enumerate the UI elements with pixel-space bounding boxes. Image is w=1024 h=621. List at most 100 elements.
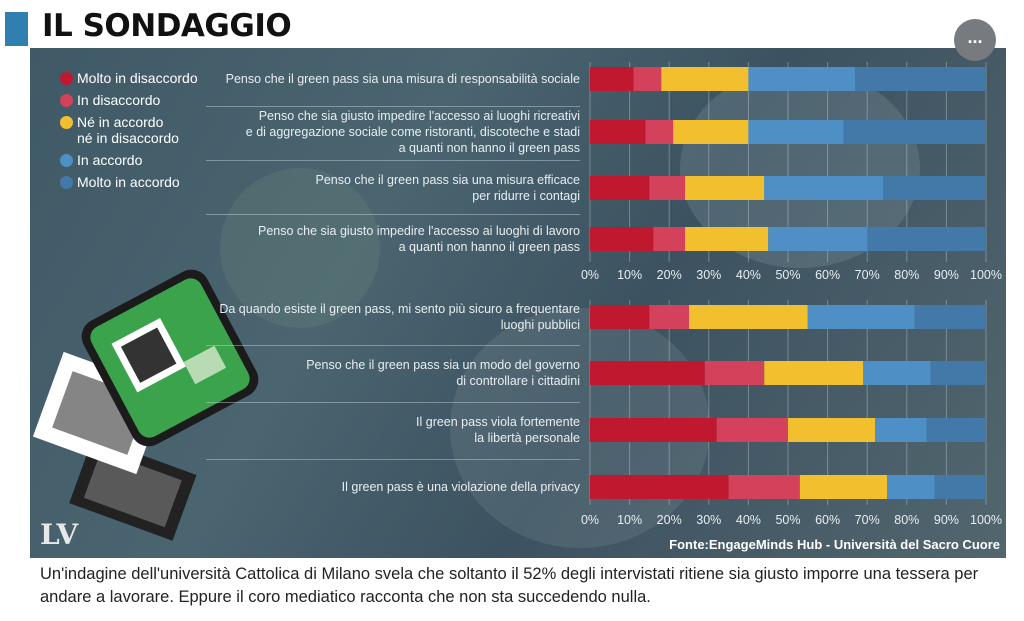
bar-segment [590, 227, 654, 251]
x-tick-label: 40% [736, 513, 761, 527]
qr-code-icon [69, 437, 197, 541]
x-tick-label: 60% [815, 268, 840, 282]
bar-segment [649, 305, 689, 329]
bar-segment [704, 361, 765, 385]
legend-label: In accordo [77, 152, 143, 168]
x-tick-label: 30% [696, 268, 721, 282]
bar-segment [914, 305, 986, 329]
bar-segment [887, 475, 935, 499]
bar-segment [685, 176, 765, 200]
row-divider [206, 160, 580, 161]
x-tick-label: 100% [970, 513, 1002, 527]
question-label: Da quando esiste il green pass, mi sento… [219, 302, 580, 332]
bar-segment [930, 361, 986, 385]
x-tick-label: 50% [775, 268, 800, 282]
page-title: IL SONDAGGIO [42, 8, 292, 44]
bar-segment [689, 305, 808, 329]
legend-item: Molto in disaccordo [60, 70, 198, 86]
bar-segment [685, 227, 769, 251]
bar-segment [716, 418, 788, 442]
bar-segment [633, 67, 662, 91]
legend-item: Molto in accordo [60, 174, 198, 190]
x-tick-label: 70% [855, 513, 880, 527]
bar-segment [883, 176, 986, 200]
x-tick-label: 0% [581, 513, 599, 527]
legend-item: In accordo [60, 152, 198, 168]
x-tick-label: 20% [657, 513, 682, 527]
more-options-button[interactable]: ... [954, 19, 996, 61]
smartphone-icon [81, 269, 259, 447]
legend-label: Molto in accordo [77, 174, 180, 190]
x-tick-label: 80% [894, 513, 919, 527]
x-tick-label: 10% [617, 513, 642, 527]
x-tick-label: 90% [934, 513, 959, 527]
legend-label: In disaccordo [77, 92, 161, 108]
bar-segment [590, 120, 646, 144]
question-label: Penso che il green pass sia un modo del … [306, 358, 580, 388]
x-tick-label: 80% [894, 268, 919, 282]
bar-segment [645, 120, 674, 144]
source-credit: Fonte:EngageMinds Hub - Università del S… [669, 537, 1000, 552]
legend-swatch [60, 94, 73, 107]
question-label: Penso che sia giusto impedire l'accesso … [245, 109, 580, 155]
phone-qr-illustration [32, 269, 259, 541]
lv-logo: LV [40, 518, 79, 551]
bar-segment [661, 67, 749, 91]
legend-item: In disaccordo [60, 92, 198, 108]
bar-segment [764, 361, 864, 385]
question-label: Il green pass viola fortemente la libert… [416, 415, 580, 445]
legend-swatch [60, 72, 73, 85]
row-divider [206, 458, 580, 460]
bar-segment [768, 227, 868, 251]
bar-segment [590, 475, 729, 499]
bar-segment [728, 475, 800, 499]
article-caption: Un'indagine dell'università Cattolica di… [40, 565, 979, 606]
bar-segment [673, 120, 749, 144]
x-tick-label: 100% [970, 268, 1002, 282]
legend-swatch [60, 176, 73, 189]
legend-label: Molto in disaccordo [77, 70, 198, 86]
bar-segment [855, 67, 986, 91]
question-label: Il green pass è una violazione della pri… [341, 480, 580, 494]
x-tick-label: 40% [736, 268, 761, 282]
bar-segment [764, 176, 884, 200]
x-tick-label: 90% [934, 268, 959, 282]
bar-segment [926, 418, 986, 442]
x-tick-label: 30% [696, 513, 721, 527]
bar-segment [807, 305, 915, 329]
legend-swatch [60, 154, 73, 167]
bar-segment [590, 361, 705, 385]
row-divider [206, 345, 580, 346]
x-tick-label: 20% [657, 268, 682, 282]
row-divider [206, 105, 580, 107]
bar-segment [590, 418, 717, 442]
question-label: Penso che il green pass sia una misura d… [225, 72, 580, 86]
bar-segment [863, 361, 931, 385]
question-label: Penso che sia giusto impedire l'accesso … [257, 224, 580, 254]
bar-segment [799, 475, 887, 499]
bar-segment [649, 176, 686, 200]
bar-segment [748, 120, 844, 144]
row-divider [206, 213, 580, 215]
x-tick-label: 50% [775, 513, 800, 527]
bar-segment [875, 418, 927, 442]
header-accent [5, 12, 28, 46]
bar-segment [867, 227, 986, 251]
legend: Molto in disaccordo In disaccordo Né in ac… [60, 70, 198, 196]
bar-segment [590, 67, 634, 91]
legend-swatch [60, 116, 73, 129]
x-tick-label: 70% [855, 268, 880, 282]
x-tick-label: 60% [815, 513, 840, 527]
bar-segment [590, 305, 650, 329]
bar-segment [653, 227, 686, 251]
legend-label: Né in accordo né in disaccordo [77, 114, 179, 146]
bar-segment [934, 475, 986, 499]
x-tick-label: 0% [581, 268, 599, 282]
legend-item: Né in accordo né in disaccordo [60, 114, 198, 146]
question-label: Penso che il green pass sia una misura e… [315, 173, 580, 203]
bar-segment [843, 120, 986, 144]
bar-segment [590, 176, 650, 200]
x-tick-label: 10% [617, 268, 642, 282]
bar-segment [788, 418, 876, 442]
